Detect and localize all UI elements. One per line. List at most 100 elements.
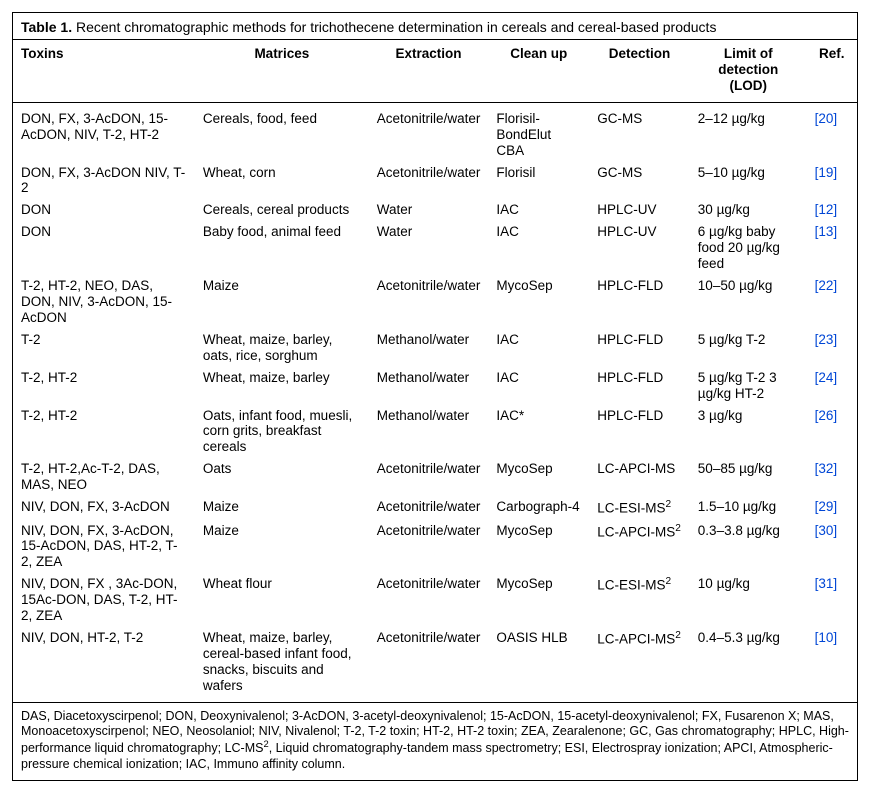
cell-matrices: Oats — [195, 458, 369, 496]
cell-extraction: Acetonitrile/water — [369, 496, 489, 519]
cell-matrices: Wheat, corn — [195, 162, 369, 200]
col-extraction: Extraction — [369, 40, 489, 103]
table-row: NIV, DON, FX , 3Ac-DON, 15Ac-DON, DAS, T… — [13, 573, 857, 627]
cell-matrices: Wheat, maize, barley — [195, 367, 369, 405]
cell-cleanup: MycoSep — [488, 458, 589, 496]
cell-ref[interactable]: [31] — [807, 573, 857, 627]
cell-cleanup: Florisil-BondElut CBA — [488, 102, 589, 161]
cell-matrices: Maize — [195, 520, 369, 574]
cell-lod: 30 µg/kg — [690, 199, 807, 221]
cell-toxins: T-2, HT-2 — [13, 367, 195, 405]
cell-detection: HPLC-UV — [589, 199, 690, 221]
cell-extraction: Acetonitrile/water — [369, 275, 489, 329]
cell-toxins: DON — [13, 221, 195, 275]
cell-detection: HPLC-FLD — [589, 405, 690, 459]
cell-extraction: Acetonitrile/water — [369, 520, 489, 574]
col-lod: Limit of detection (LOD) — [690, 40, 807, 103]
cell-ref[interactable]: [13] — [807, 221, 857, 275]
col-matrices: Matrices — [195, 40, 369, 103]
cell-matrices: Wheat, maize, barley, oats, rice, sorghu… — [195, 329, 369, 367]
cell-extraction: Acetonitrile/water — [369, 573, 489, 627]
table-row: DON, FX, 3-AcDON, 15-AcDON, NIV, T-2, HT… — [13, 102, 857, 161]
cell-extraction: Methanol/water — [369, 405, 489, 459]
cell-ref[interactable]: [30] — [807, 520, 857, 574]
table-row: T-2, HT-2Wheat, maize, barleyMethanol/wa… — [13, 367, 857, 405]
cell-toxins: DON — [13, 199, 195, 221]
table-row: NIV, DON, HT-2, T-2Wheat, maize, barley,… — [13, 627, 857, 702]
cell-ref[interactable]: [10] — [807, 627, 857, 702]
data-table: Toxins Matrices Extraction Clean up Dete… — [13, 39, 857, 702]
cell-toxins: DON, FX, 3-AcDON, 15-AcDON, NIV, T-2, HT… — [13, 102, 195, 161]
cell-matrices: Wheat, maize, barley, cereal-based infan… — [195, 627, 369, 702]
cell-ref[interactable]: [23] — [807, 329, 857, 367]
cell-matrices: Baby food, animal feed — [195, 221, 369, 275]
cell-cleanup: Florisil — [488, 162, 589, 200]
cell-cleanup: IAC* — [488, 405, 589, 459]
cell-ref[interactable]: [26] — [807, 405, 857, 459]
table-caption: Table 1. Recent chromatographic methods … — [13, 13, 857, 39]
cell-ref[interactable]: [24] — [807, 367, 857, 405]
cell-lod: 10–50 µg/kg — [690, 275, 807, 329]
cell-lod: 5–10 µg/kg — [690, 162, 807, 200]
cell-toxins: NIV, DON, FX , 3Ac-DON, 15Ac-DON, DAS, T… — [13, 573, 195, 627]
cell-matrices: Maize — [195, 275, 369, 329]
cell-lod: 50–85 µg/kg — [690, 458, 807, 496]
cell-ref[interactable]: [29] — [807, 496, 857, 519]
cell-ref[interactable]: [19] — [807, 162, 857, 200]
table-container: Table 1. Recent chromatographic methods … — [12, 12, 858, 781]
cell-cleanup: MycoSep — [488, 573, 589, 627]
cell-lod: 6 µg/kg baby food 20 µg/kg feed — [690, 221, 807, 275]
cell-detection: LC-ESI-MS2 — [589, 496, 690, 519]
cell-detection: LC-ESI-MS2 — [589, 573, 690, 627]
cell-detection: HPLC-FLD — [589, 329, 690, 367]
table-footnote: DAS, Diacetoxyscirpenol; DON, Deoxynival… — [13, 702, 857, 780]
cell-detection: HPLC-UV — [589, 221, 690, 275]
cell-extraction: Methanol/water — [369, 329, 489, 367]
cell-extraction: Water — [369, 221, 489, 275]
cell-cleanup: IAC — [488, 221, 589, 275]
cell-extraction: Water — [369, 199, 489, 221]
cell-lod: 5 µg/kg T-2 3 µg/kg HT-2 — [690, 367, 807, 405]
table-row: T-2, HT-2, NEO, DAS, DON, NIV, 3-AcDON, … — [13, 275, 857, 329]
cell-cleanup: MycoSep — [488, 275, 589, 329]
col-toxins: Toxins — [13, 40, 195, 103]
table-row: DONBaby food, animal feedWaterIACHPLC-UV… — [13, 221, 857, 275]
cell-lod: 5 µg/kg T-2 — [690, 329, 807, 367]
cell-cleanup: OASIS HLB — [488, 627, 589, 702]
cell-detection: LC-APCI-MS — [589, 458, 690, 496]
cell-extraction: Methanol/water — [369, 367, 489, 405]
cell-matrices: Cereals, food, feed — [195, 102, 369, 161]
table-row: DON, FX, 3-AcDON NIV, T-2Wheat, cornAcet… — [13, 162, 857, 200]
cell-cleanup: IAC — [488, 199, 589, 221]
cell-ref[interactable]: [20] — [807, 102, 857, 161]
cell-detection: LC-APCI-MS2 — [589, 627, 690, 702]
cell-detection: GC-MS — [589, 162, 690, 200]
cell-ref[interactable]: [22] — [807, 275, 857, 329]
table-row: DONCereals, cereal productsWaterIACHPLC-… — [13, 199, 857, 221]
cell-detection: HPLC-FLD — [589, 275, 690, 329]
cell-ref[interactable]: [32] — [807, 458, 857, 496]
cell-detection: GC-MS — [589, 102, 690, 161]
cell-toxins: T-2 — [13, 329, 195, 367]
cell-cleanup: IAC — [488, 329, 589, 367]
cell-extraction: Acetonitrile/water — [369, 458, 489, 496]
cell-toxins: NIV, DON, FX, 3-AcDON — [13, 496, 195, 519]
cell-cleanup: IAC — [488, 367, 589, 405]
caption-text: Recent chromatographic methods for trich… — [76, 19, 716, 35]
table-row: NIV, DON, FX, 3-AcDONMaizeAcetonitrile/w… — [13, 496, 857, 519]
cell-toxins: T-2, HT-2, NEO, DAS, DON, NIV, 3-AcDON, … — [13, 275, 195, 329]
table-body: DON, FX, 3-AcDON, 15-AcDON, NIV, T-2, HT… — [13, 102, 857, 702]
table-row: NIV, DON, FX, 3-AcDON, 15-AcDON, DAS, HT… — [13, 520, 857, 574]
cell-extraction: Acetonitrile/water — [369, 627, 489, 702]
cell-lod: 0.3–3.8 µg/kg — [690, 520, 807, 574]
col-cleanup: Clean up — [488, 40, 589, 103]
cell-toxins: DON, FX, 3-AcDON NIV, T-2 — [13, 162, 195, 200]
col-detection: Detection — [589, 40, 690, 103]
cell-lod: 0.4–5.3 µg/kg — [690, 627, 807, 702]
cell-lod: 2–12 µg/kg — [690, 102, 807, 161]
cell-matrices: Maize — [195, 496, 369, 519]
cell-cleanup: MycoSep — [488, 520, 589, 574]
cell-ref[interactable]: [12] — [807, 199, 857, 221]
header-row: Toxins Matrices Extraction Clean up Dete… — [13, 40, 857, 103]
caption-label: Table 1. — [21, 19, 72, 35]
